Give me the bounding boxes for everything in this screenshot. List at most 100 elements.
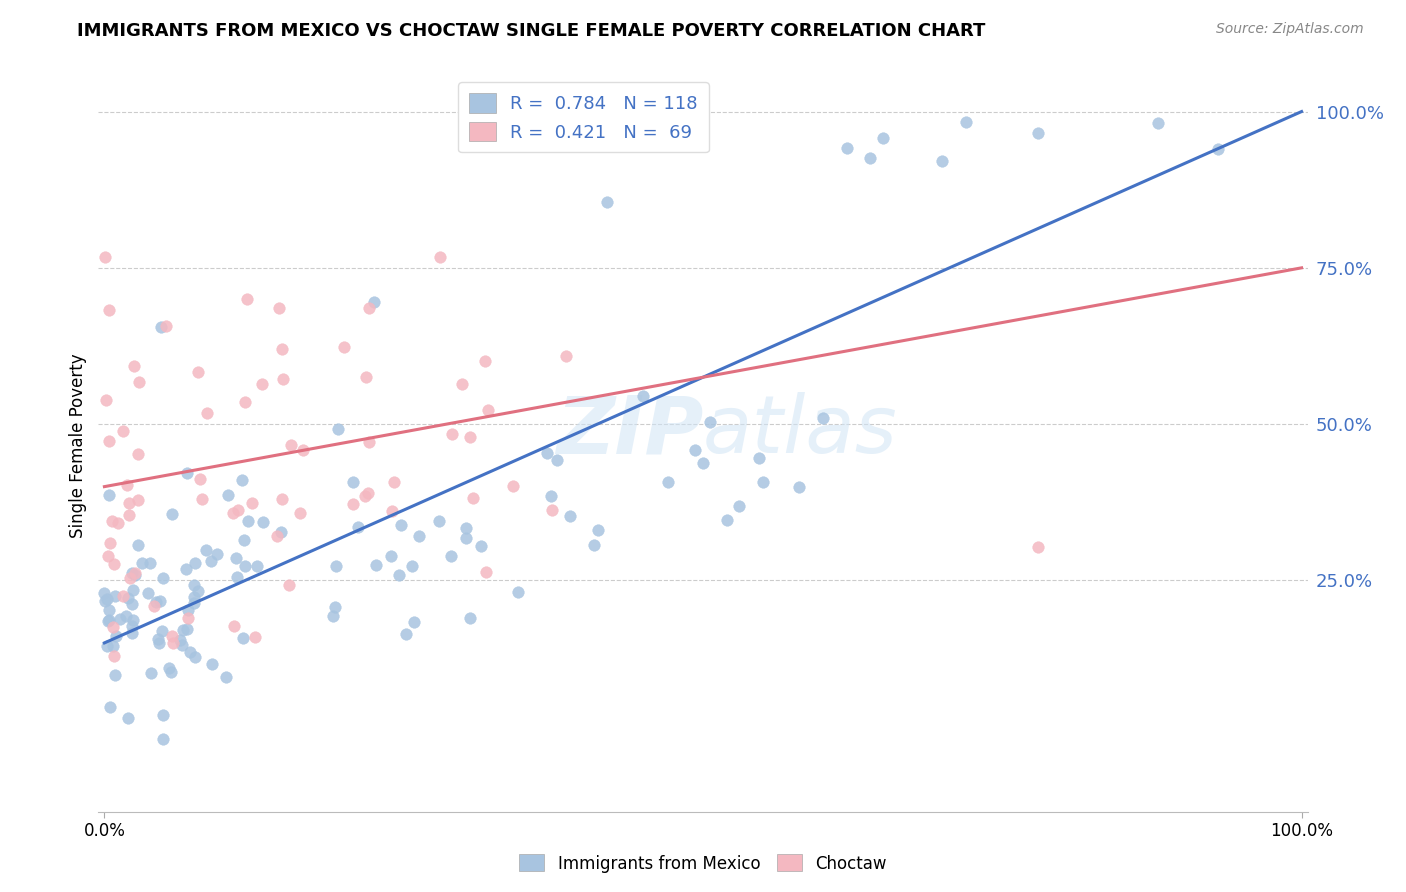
- Point: [94, 250, 117, 264]
- Point: [200, 554, 222, 568]
- Point: [177, 611, 200, 625]
- Point: [155, 319, 177, 334]
- Point: [217, 488, 239, 502]
- Point: [101, 619, 124, 633]
- Point: [152, 708, 174, 723]
- Point: [271, 372, 294, 386]
- Point: [194, 543, 217, 558]
- Point: [108, 612, 131, 626]
- Point: [271, 492, 294, 507]
- Point: [111, 424, 134, 438]
- Point: [541, 503, 564, 517]
- Point: [124, 568, 146, 582]
- Point: [172, 623, 194, 637]
- Point: [429, 251, 451, 265]
- Point: [122, 582, 145, 597]
- Point: [117, 710, 139, 724]
- Point: [150, 624, 173, 639]
- Point: [588, 524, 610, 538]
- Legend: R =  0.784   N = 118, R =  0.421   N =  69: R = 0.784 N = 118, R = 0.421 N = 69: [458, 82, 709, 153]
- Point: [748, 450, 770, 465]
- Point: [118, 572, 141, 586]
- Text: Source: ZipAtlas.com: Source: ZipAtlas.com: [1216, 22, 1364, 37]
- Point: [160, 665, 183, 680]
- Point: [238, 514, 260, 528]
- Point: [233, 558, 256, 573]
- Point: [408, 529, 430, 543]
- Point: [127, 537, 149, 551]
- Point: [451, 377, 474, 392]
- Point: [98, 434, 121, 449]
- Point: [536, 446, 558, 460]
- Point: [716, 513, 738, 527]
- Point: [456, 531, 478, 545]
- Point: [183, 590, 205, 604]
- Point: [381, 504, 404, 518]
- Point: [174, 562, 197, 576]
- Point: [266, 529, 288, 543]
- Point: [197, 406, 219, 420]
- Point: [252, 515, 274, 529]
- Point: [683, 442, 706, 457]
- Point: [139, 556, 162, 570]
- Point: [152, 571, 174, 585]
- Point: [152, 731, 174, 746]
- Point: [179, 645, 201, 659]
- Point: [222, 506, 245, 520]
- Point: [477, 402, 499, 417]
- Point: [333, 340, 356, 354]
- Point: [233, 394, 256, 409]
- Point: [98, 603, 121, 617]
- Point: [292, 442, 315, 457]
- Point: [118, 508, 141, 522]
- Point: [97, 613, 120, 627]
- Point: [170, 639, 193, 653]
- Point: [931, 154, 953, 169]
- Point: [162, 507, 184, 521]
- Point: [96, 639, 118, 653]
- Point: [388, 567, 411, 582]
- Point: [101, 639, 124, 653]
- Point: [111, 589, 134, 603]
- Legend: Immigrants from Mexico, Choctaw: Immigrants from Mexico, Choctaw: [513, 847, 893, 880]
- Point: [117, 591, 139, 606]
- Point: [225, 550, 247, 565]
- Point: [382, 475, 405, 489]
- Point: [187, 584, 209, 599]
- Point: [226, 503, 249, 517]
- Point: [94, 593, 117, 607]
- Point: [427, 514, 450, 528]
- Point: [149, 593, 172, 607]
- Point: [502, 479, 524, 493]
- Point: [380, 549, 402, 563]
- Point: [188, 472, 211, 486]
- Point: [97, 488, 120, 502]
- Point: [215, 670, 238, 684]
- Point: [540, 489, 562, 503]
- Point: [835, 141, 858, 155]
- Point: [356, 369, 378, 384]
- Point: [1026, 126, 1049, 140]
- Text: atlas: atlas: [703, 392, 898, 470]
- Point: [136, 586, 159, 600]
- Point: [145, 595, 167, 609]
- Point: [104, 589, 127, 603]
- Point: [98, 535, 121, 549]
- Point: [657, 475, 679, 489]
- Point: [148, 636, 170, 650]
- Point: [246, 559, 269, 574]
- Point: [395, 627, 418, 641]
- Point: [139, 666, 162, 681]
- Point: [150, 319, 173, 334]
- Y-axis label: Single Female Poverty: Single Female Poverty: [69, 354, 87, 538]
- Point: [101, 514, 124, 528]
- Point: [347, 520, 370, 534]
- Point: [811, 411, 834, 425]
- Point: [787, 480, 810, 494]
- Point: [121, 625, 143, 640]
- Point: [162, 636, 184, 650]
- Point: [225, 570, 247, 584]
- Point: [183, 596, 205, 610]
- Point: [115, 478, 138, 492]
- Point: [233, 533, 256, 548]
